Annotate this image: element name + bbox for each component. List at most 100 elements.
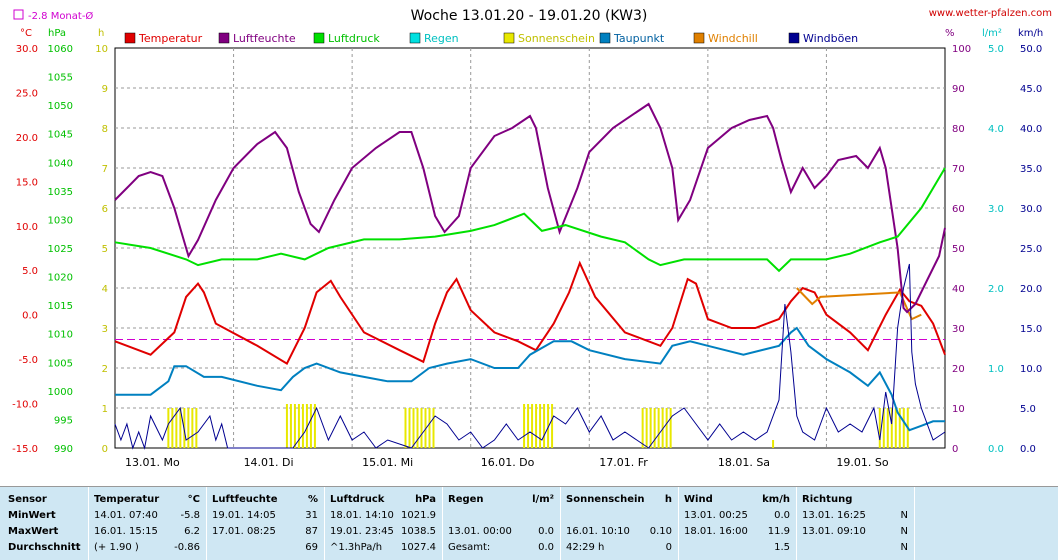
temp-axis-tick: -5.0 xyxy=(18,355,38,366)
humidity-axis-tick: 40 xyxy=(952,284,965,295)
wind-axis-tick: 50.0 xyxy=(1020,44,1042,55)
rain-axis-tick: 5.0 xyxy=(988,44,1004,55)
table-cell-value: 0.0 xyxy=(538,542,554,553)
series-temperatur xyxy=(114,260,946,366)
table-cell-time: 17.01. 08:25 xyxy=(212,526,276,537)
pressure-axis-tick: 1060 xyxy=(48,44,73,55)
temp-unit-label: °C xyxy=(20,28,32,39)
x-axis-tick: 14.01. Di xyxy=(244,456,294,469)
pressure-axis-tick: 990 xyxy=(54,444,73,455)
pressure-axis-tick: 1055 xyxy=(48,73,73,84)
chart-title: Woche 13.01.20 - 19.01.20 (KW3) xyxy=(411,8,648,24)
legend-swatch xyxy=(693,32,705,44)
legend-label: Windchill xyxy=(708,32,758,45)
humidity-axis-tick: 100 xyxy=(952,44,971,55)
table-cell-value: 1.5 xyxy=(774,542,790,553)
x-axis-tick: 16.01. Do xyxy=(481,456,535,469)
table-header: Regen xyxy=(448,494,484,505)
rain-axis-tick: 4.0 xyxy=(988,124,1004,135)
table-column-divider xyxy=(324,487,325,560)
pressure-axis-tick: 1025 xyxy=(48,244,73,255)
wind-axis-tick: 15.0 xyxy=(1020,324,1042,335)
table-cell-value: 11.9 xyxy=(767,526,790,537)
wind-axis-tick: 40.0 xyxy=(1020,124,1042,135)
legend-label: Windböen xyxy=(803,32,858,45)
table-cell-value: N xyxy=(900,510,908,521)
wind-axis-tick: 5.0 xyxy=(1020,404,1036,415)
legend-swatch xyxy=(503,32,515,44)
month-average-swatch xyxy=(13,9,24,20)
table-row-label: Durchschnitt xyxy=(8,542,81,553)
site-link[interactable]: www.wetter-pfalzen.com xyxy=(929,8,1052,19)
table-cell-value: 0 xyxy=(665,542,672,553)
table-column-divider xyxy=(442,487,443,560)
table-cell-value: 31 xyxy=(305,510,318,521)
table-cell-value: 69 xyxy=(305,542,318,553)
legend-swatch xyxy=(124,32,136,44)
wind-axis-tick: 20.0 xyxy=(1020,284,1042,295)
sunshine-axis-tick: 9 xyxy=(102,84,108,95)
table-cell-time: 18.01. 14:10 xyxy=(330,510,394,521)
sunshine-unit-label: h xyxy=(98,28,104,39)
pressure-axis-tick: 1045 xyxy=(48,130,73,141)
table-column-divider xyxy=(914,487,915,560)
humidity-axis-tick: 60 xyxy=(952,204,965,215)
pressure-axis-tick: 1040 xyxy=(48,158,73,169)
weather-chart: 30.025.020.015.010.05.00.0-5.0-10.0-15.0… xyxy=(12,8,1052,469)
table-cell-time: 19.01. 23:45 xyxy=(330,526,394,537)
sunshine-axis-tick: 5 xyxy=(102,244,108,255)
legend-label: Temperatur xyxy=(138,32,203,45)
table-header: l/m² xyxy=(532,494,554,505)
table-cell-value: 1027.4 xyxy=(401,542,436,553)
series-luftfeuchte xyxy=(114,102,946,314)
table-cell-value: 0.0 xyxy=(538,526,554,537)
table-cell-value: 0.0 xyxy=(774,510,790,521)
table-header: °C xyxy=(187,494,200,505)
series-luftdruck xyxy=(114,167,946,273)
pressure-unit-label: hPa xyxy=(48,28,66,39)
sunshine-axis-tick: 4 xyxy=(102,284,108,295)
rain-axis-tick: 2.0 xyxy=(988,284,1004,295)
legend-label: Taupunkt xyxy=(613,32,665,45)
rain-axis-tick: 0.0 xyxy=(988,444,1004,455)
table-header: Luftfeuchte xyxy=(212,494,278,505)
humidity-axis-tick: 10 xyxy=(952,404,965,415)
month-average-label: -2.8 Monat-Ø xyxy=(28,10,93,22)
table-cell-value: N xyxy=(900,526,908,537)
temp-axis-tick: -10.0 xyxy=(12,400,38,411)
wind-axis-tick: 45.0 xyxy=(1020,84,1042,95)
humidity-axis-tick: 80 xyxy=(952,124,965,135)
table-cell-time: 14.01. 07:40 xyxy=(94,510,158,521)
table-cell-time: 13.01. 16:25 xyxy=(802,510,866,521)
table-row-label: MaxWert xyxy=(8,526,59,537)
wind-axis-tick: 35.0 xyxy=(1020,164,1042,175)
legend-swatch xyxy=(313,32,325,44)
table-column-divider xyxy=(88,487,89,560)
humidity-axis-tick: 50 xyxy=(952,244,965,255)
series-windchill xyxy=(796,287,922,321)
legend-label: Luftfeuchte xyxy=(233,32,296,45)
table-header: % xyxy=(307,494,318,505)
sunshine-axis-tick: 7 xyxy=(102,164,108,175)
pressure-axis-tick: 1010 xyxy=(48,330,73,341)
wind-axis-tick: 0.0 xyxy=(1020,444,1036,455)
temp-axis-tick: 10.0 xyxy=(16,222,38,233)
x-axis-tick: 17.01. Fr xyxy=(599,456,648,469)
table-cell-time: (+ 1.90 ) xyxy=(94,542,139,553)
x-axis-tick: 15.01. Mi xyxy=(362,456,413,469)
temp-axis-tick: 25.0 xyxy=(16,88,38,99)
temp-axis-tick: 15.0 xyxy=(16,177,38,188)
sunshine-axis-tick: 8 xyxy=(102,124,108,135)
pressure-axis-tick: 1000 xyxy=(48,387,73,398)
table-cell-value: 6.2 xyxy=(184,526,200,537)
humidity-axis-tick: 90 xyxy=(952,84,965,95)
pressure-axis-tick: 1020 xyxy=(48,273,73,284)
table-row-label: MinWert xyxy=(8,510,56,521)
table-header: h xyxy=(664,494,672,505)
wind-axis-tick: 25.0 xyxy=(1020,244,1042,255)
table-cell-time: 13.01. 00:25 xyxy=(684,510,748,521)
humidity-axis-tick: 20 xyxy=(952,364,965,375)
x-axis-tick: 13.01. Mo xyxy=(125,456,180,469)
table-column-divider xyxy=(560,487,561,560)
table-column-divider xyxy=(678,487,679,560)
